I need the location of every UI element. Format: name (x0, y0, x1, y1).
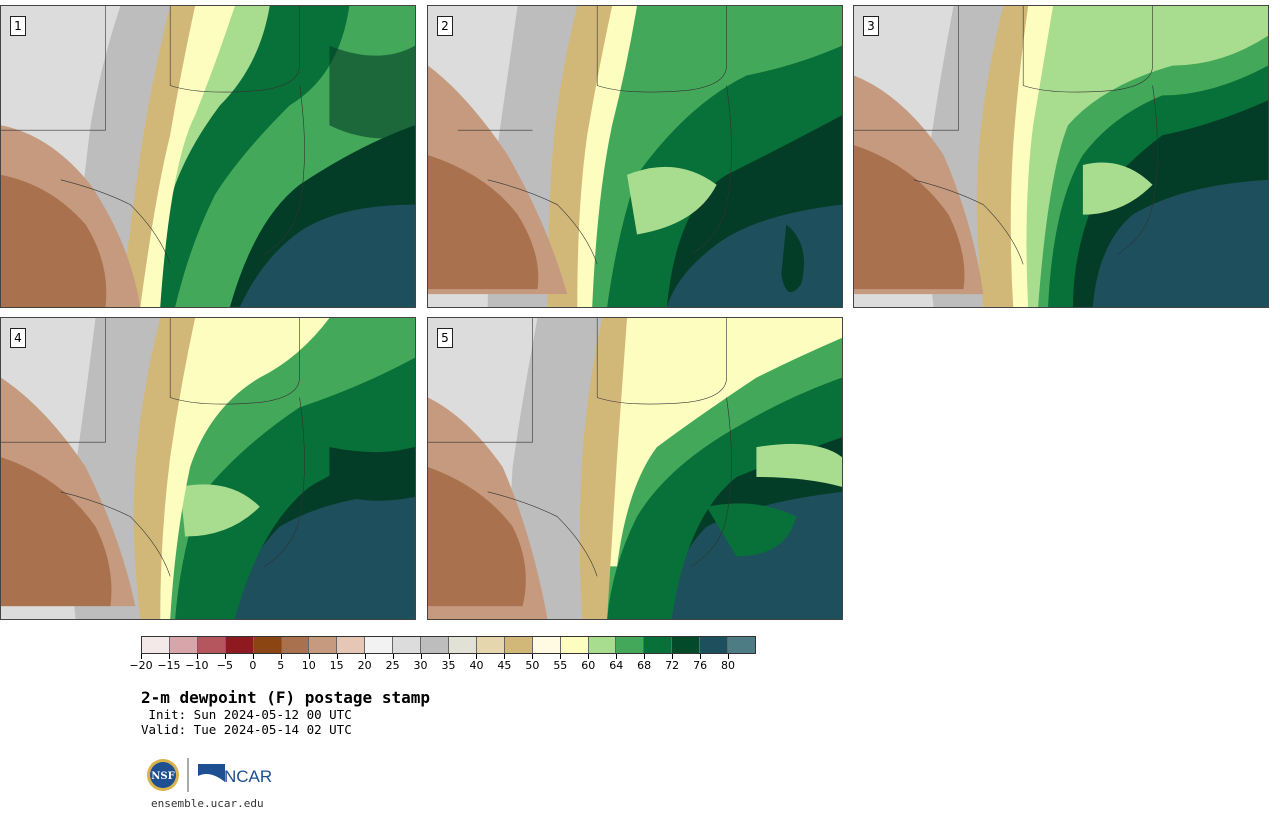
colorbar-tick (560, 654, 562, 659)
colorbar-segment (532, 637, 561, 653)
colorbar-segment (616, 637, 645, 653)
colorbar-segment (504, 637, 533, 653)
colorbar-tick-label: 20 (357, 659, 372, 672)
ensemble-member-panel-1: 1 (0, 5, 416, 308)
colorbar-tick (280, 654, 282, 659)
ensemble-member-panel-2: 2 (427, 5, 843, 308)
colorbar-tick (700, 654, 702, 659)
colorbar-tick (672, 654, 674, 659)
dewpoint-map (1, 6, 415, 307)
init-time: Init: Sun 2024-05-12 00 UTC (141, 707, 352, 722)
colorbar-tick-label: 76 (693, 659, 708, 672)
nsf-text: NSF (151, 771, 174, 782)
colorbar-tick-label: 25 (385, 659, 400, 672)
colorbar-segment (700, 637, 729, 653)
logos: NSF NCAR (145, 756, 285, 796)
colorbar-tick (532, 654, 534, 659)
colorbar-segment (142, 637, 170, 653)
colorbar-tick-label: 45 (497, 659, 512, 672)
colorbar-tick (392, 654, 394, 659)
colorbar-segment (365, 637, 394, 653)
colorbar-tick (644, 654, 646, 659)
nsf-ncar-logo: NSF NCAR (147, 758, 272, 792)
valid-time: Valid: Tue 2024-05-14 02 UTC (141, 722, 352, 737)
colorbar-tick-label: 50 (525, 659, 540, 672)
colorbar-tick-label: 55 (553, 659, 568, 672)
ensemble-member-panel-4: 4 (0, 317, 416, 620)
ensemble-member-panel-3: 3 (853, 5, 1269, 308)
member-number-label: 5 (437, 328, 453, 348)
colorbar-segment (281, 637, 310, 653)
colorbar-tick (728, 654, 730, 659)
colorbar-tick (141, 654, 142, 659)
colorbar-tick-label: 72 (665, 659, 680, 672)
colorbar-tick-label: 40 (469, 659, 484, 672)
colorbar-segment (169, 637, 198, 653)
colorbar-tick (308, 654, 310, 659)
colorbar-tick (588, 654, 590, 659)
colorbar-segment (560, 637, 589, 653)
colorbar-segment (672, 637, 701, 653)
member-number-label: 1 (10, 16, 26, 36)
ensemble-member-panel-5: 5 (427, 317, 843, 620)
colorbar-tick-label: −15 (157, 659, 181, 672)
colorbar-tick-label: 30 (413, 659, 428, 672)
colorbar-tick-label: 64 (609, 659, 624, 672)
colorbar-ticks: −20 −15 −10 −5 0 5 10 15 20 25 30 35 40 45 50 55 60 64 68 7… (129, 654, 756, 674)
colorbar-segment (476, 637, 505, 653)
colorbar-tick-label: 68 (637, 659, 652, 672)
colorbar-tick-label: 0 (249, 659, 257, 672)
colorbar-tick (504, 654, 506, 659)
colorbar-segment (421, 637, 449, 653)
member-number-label: 4 (10, 328, 26, 348)
colorbar-tick-label: 35 (441, 659, 456, 672)
colorbar-segment (393, 637, 422, 653)
colorbar-tick-label: −5 (216, 659, 233, 672)
colorbar-tick (364, 654, 366, 659)
colorbar-tick (224, 654, 226, 659)
colorbar-tick (252, 654, 254, 659)
colorbar-segment (728, 637, 755, 653)
colorbar-tick-label: 10 (301, 659, 316, 672)
member-number-label: 2 (437, 16, 453, 36)
member-number-label: 3 (863, 16, 879, 36)
colorbar-tick-label: −20 (129, 659, 153, 672)
dewpoint-colorbar (141, 636, 756, 654)
dewpoint-map (428, 318, 842, 619)
colorbar-tick-label: 5 (277, 659, 285, 672)
colorbar-tick (448, 654, 450, 659)
colorbar-tick-label: −10 (185, 659, 209, 672)
colorbar-tick (476, 654, 478, 659)
colorbar-segment (197, 637, 226, 653)
colorbar-tick (196, 654, 198, 659)
dewpoint-map (1, 318, 415, 619)
colorbar-segment (253, 637, 282, 653)
colorbar-tick-label: 80 (721, 659, 736, 672)
ncar-text: NCAR (224, 767, 272, 786)
ensemble-url: ensemble.ucar.edu (151, 797, 264, 810)
dewpoint-map (854, 6, 1268, 307)
colorbar-tick (168, 654, 170, 659)
colorbar-tick (420, 654, 422, 659)
colorbar-tick-label: 15 (329, 659, 344, 672)
colorbar-segment (225, 637, 254, 653)
dewpoint-map (428, 6, 842, 307)
colorbar-tick (616, 654, 618, 659)
plot-title: 2-m dewpoint (F) postage stamp (141, 688, 430, 707)
colorbar-tick-label: 60 (581, 659, 596, 672)
colorbar-segment (309, 637, 338, 653)
colorbar-segment (644, 637, 673, 653)
colorbar-segment (588, 637, 617, 653)
colorbar-segment (448, 637, 477, 653)
colorbar-segment (337, 637, 366, 653)
colorbar-tick (336, 654, 338, 659)
